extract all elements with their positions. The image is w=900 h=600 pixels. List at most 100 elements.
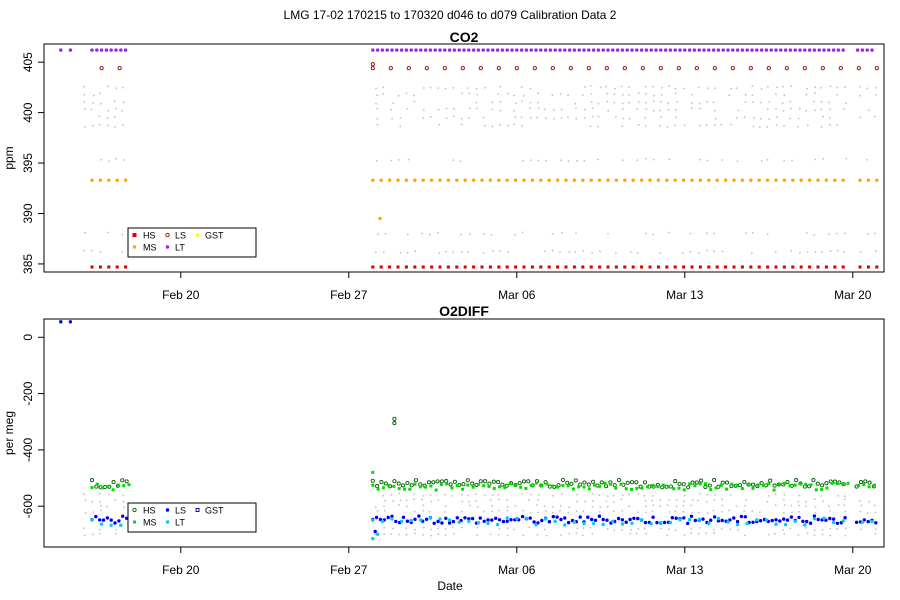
background-point: [575, 117, 578, 120]
point-ms: [698, 178, 703, 182]
point-hs: [598, 265, 602, 269]
o2diff-legend-hs-marker: [132, 507, 137, 513]
background-point: [466, 87, 469, 89]
background-point: [452, 251, 455, 254]
background-point: [100, 509, 102, 512]
point-hs: [421, 265, 425, 269]
point-lt: [572, 48, 577, 52]
point-ms: [106, 485, 110, 489]
point-hs: [438, 265, 442, 269]
o2diff-legend-lt-marker: [165, 520, 170, 524]
background-point: [499, 250, 501, 252]
background-point: [537, 498, 539, 501]
point-ms: [90, 486, 94, 490]
background-point: [707, 87, 709, 90]
background-point: [845, 102, 847, 104]
o2diff-legend-ms-label: MS: [143, 518, 157, 528]
point-ls: [417, 514, 421, 518]
background-point: [106, 505, 109, 508]
background-point: [383, 505, 385, 507]
point-ls: [68, 320, 73, 324]
point-lt: [793, 519, 797, 523]
point-hs: [448, 482, 453, 487]
point-lt: [109, 523, 113, 527]
point-hs: [521, 479, 527, 484]
point-lt: [870, 48, 874, 52]
point-lt: [659, 48, 663, 52]
point-hs: [640, 265, 644, 269]
point-lt: [515, 516, 519, 521]
point-ls: [743, 515, 747, 519]
point-ms: [740, 178, 745, 182]
background-point: [530, 493, 532, 496]
y-tick-label: 405: [21, 52, 35, 72]
background-point: [843, 108, 845, 110]
background-point: [651, 510, 654, 513]
background-point: [767, 533, 770, 536]
background-point: [559, 509, 561, 512]
point-hs: [740, 265, 744, 269]
background-point: [115, 107, 118, 110]
background-point: [545, 159, 548, 162]
background-point: [636, 159, 639, 162]
point-ls: [831, 517, 836, 521]
background-point: [114, 126, 116, 128]
background-point: [621, 94, 624, 96]
background-point: [866, 159, 868, 161]
background-point: [730, 87, 732, 90]
point-hs: [496, 480, 501, 485]
point-hs: [774, 265, 778, 269]
background-point: [683, 87, 685, 90]
point-ms: [556, 485, 560, 489]
background-point: [806, 532, 809, 535]
background-point: [413, 94, 415, 97]
point-lt: [855, 48, 860, 52]
background-point: [115, 87, 118, 90]
point-lt: [90, 48, 94, 52]
background-point: [697, 511, 700, 514]
point-ls: [605, 518, 609, 522]
background-point: [497, 533, 500, 536]
point-lt: [726, 520, 730, 524]
point-ms: [814, 488, 818, 492]
point-lt: [836, 48, 841, 52]
point-hs: [435, 479, 440, 484]
background-point: [422, 87, 425, 89]
point-hs: [757, 265, 761, 269]
point-lt: [404, 48, 409, 52]
background-point: [735, 505, 738, 507]
point-ms: [639, 178, 644, 182]
background-point: [84, 512, 87, 514]
point-ms: [589, 178, 593, 182]
background-point: [513, 110, 515, 112]
point-ls: [442, 66, 447, 71]
point-ls: [432, 521, 436, 525]
point-lt: [745, 521, 749, 526]
background-point: [799, 107, 801, 110]
background-point: [620, 85, 623, 88]
background-point: [375, 102, 377, 105]
point-lt: [774, 48, 778, 52]
point-ms: [598, 484, 602, 488]
point-ms: [421, 178, 425, 182]
background-point: [589, 85, 592, 87]
background-point: [714, 124, 716, 127]
background-point: [100, 505, 103, 507]
background-point: [659, 252, 662, 255]
point-lt: [577, 48, 581, 52]
background-point: [859, 94, 861, 97]
background-point: [376, 123, 379, 126]
point-hs: [582, 480, 587, 485]
point-lt: [534, 523, 538, 527]
point-lt: [630, 48, 634, 52]
background-point: [574, 251, 577, 253]
background-point: [697, 499, 700, 502]
point-ms: [471, 178, 476, 182]
point-hs: [409, 483, 414, 488]
background-point: [659, 124, 661, 127]
background-point: [676, 101, 678, 103]
point-ms: [656, 485, 660, 489]
background-point: [528, 526, 530, 529]
co2-legend-box: [127, 227, 257, 258]
point-lt: [860, 48, 865, 52]
